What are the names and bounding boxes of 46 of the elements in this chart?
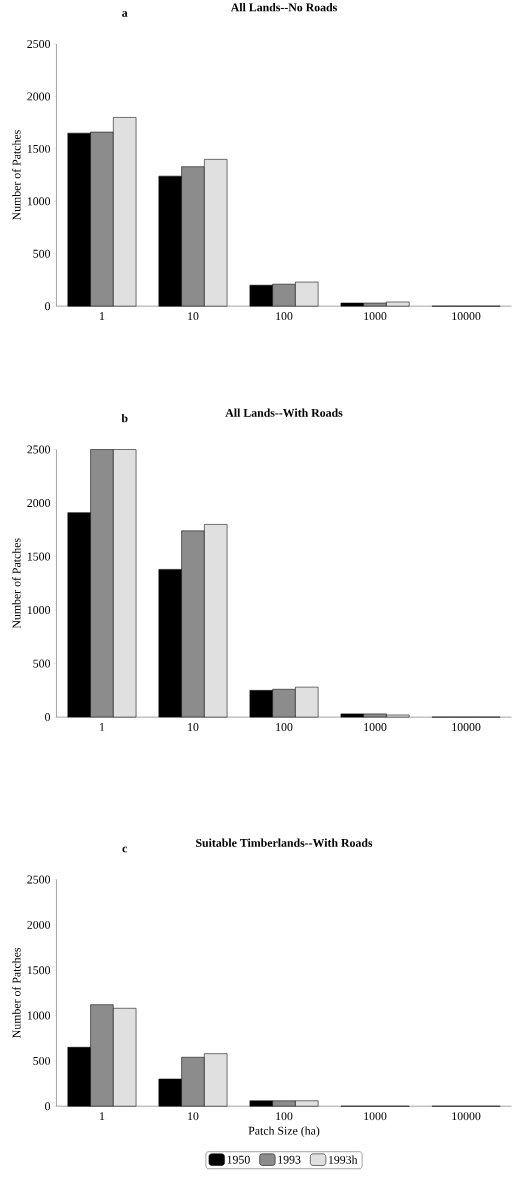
y-tick-label: 0 <box>44 713 50 722</box>
x-tick-label: 100 <box>276 312 293 321</box>
y-tick-label: 1500 <box>27 144 50 153</box>
y-tick-label: 500 <box>33 659 50 668</box>
y-tick-label: 0 <box>44 302 50 311</box>
chart-title: All Lands--No Roads <box>230 3 337 12</box>
x-tick-label: 1 <box>99 312 105 320</box>
y-tick-label: 2500 <box>27 40 50 48</box>
x-axis-title: Patch Size (ha) <box>248 1126 320 1138</box>
x-tick-label: 10 <box>187 723 199 732</box>
x-tick-label: 1 <box>99 1112 105 1120</box>
x-tick-label: 1000 <box>364 312 387 321</box>
y-axis-title: Number of Patches <box>11 538 21 629</box>
x-tick-label: 1 <box>99 723 105 731</box>
y-axis-title: Number of Patches <box>11 947 21 1038</box>
x-tick-label: 100 <box>276 723 293 732</box>
y-axis-title: Number of Patches <box>11 130 21 221</box>
x-tick-label: 1000 <box>364 723 387 732</box>
y-tick-label: 0 <box>44 1102 50 1111</box>
chart-title: All Lands--With Roads <box>225 408 343 417</box>
x-tick-label: 10000 <box>452 723 481 732</box>
x-tick-label: 100 <box>276 1112 293 1121</box>
y-tick-label: 2500 <box>27 875 50 884</box>
y-tick-label: 2000 <box>27 92 50 101</box>
y-tick-label: 1000 <box>27 1011 50 1020</box>
x-tick-label: 10000 <box>452 1112 481 1121</box>
chart-title: Suitable Timberlands--With Roads <box>195 838 373 847</box>
y-tick-label: 500 <box>33 1056 50 1065</box>
y-tick-label: 1000 <box>27 606 50 615</box>
legend-label: 1950 <box>227 1155 250 1164</box>
y-tick-label: 2000 <box>27 499 50 507</box>
y-tick-label: 1500 <box>27 966 50 975</box>
text: a <box>121 11 128 17</box>
x-tick-label: 1000 <box>364 1112 387 1121</box>
x-tick-label: 10 <box>187 1112 199 1121</box>
y-tick-label: 500 <box>33 249 50 258</box>
legend-label: 1993 <box>278 1155 301 1164</box>
y-tick-label: 1500 <box>27 552 50 561</box>
legend-label: 1993h <box>328 1155 358 1164</box>
y-tick-label: 1000 <box>27 197 50 206</box>
y-tick-label: 2000 <box>27 920 50 929</box>
text: b <box>121 413 128 423</box>
x-tick-label: 10 <box>187 312 199 321</box>
x-tick-label: 10000 <box>452 312 481 321</box>
y-tick-label: 2500 <box>27 445 50 454</box>
text: c <box>122 846 127 853</box>
